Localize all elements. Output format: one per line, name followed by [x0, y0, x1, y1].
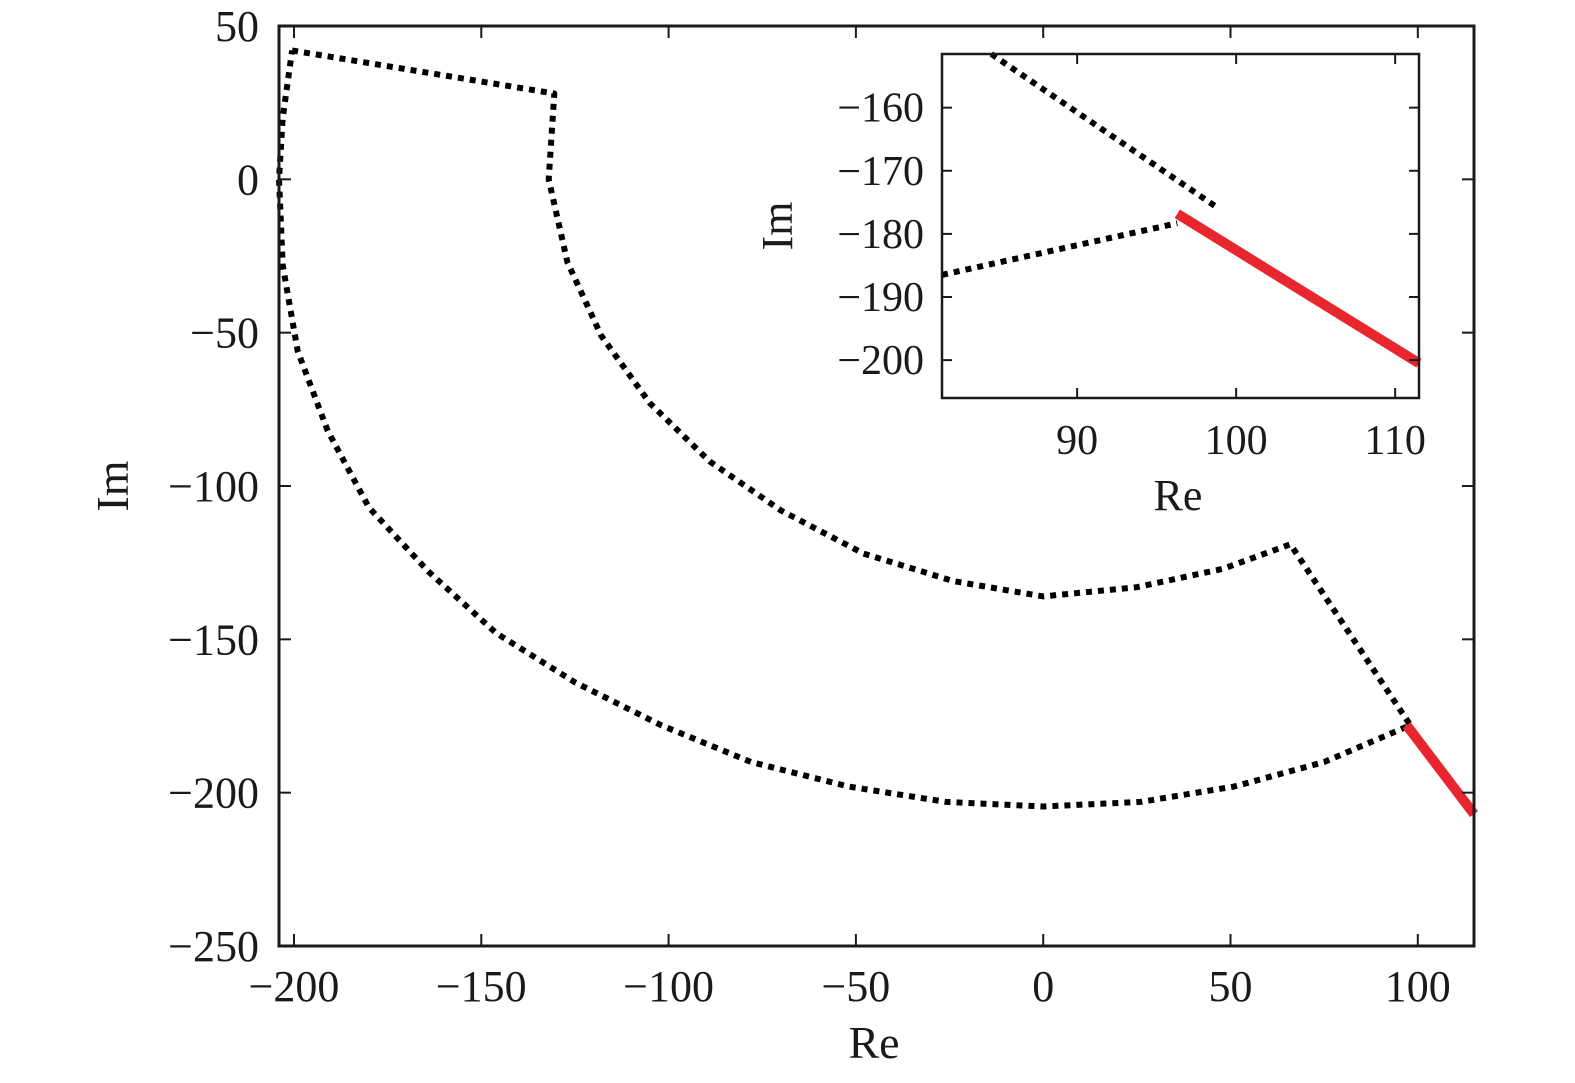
inset-x-axis-label: Re	[1154, 471, 1203, 520]
main-x-tick-label: 100	[1385, 962, 1451, 1011]
main-y-tick-label: −200	[168, 769, 259, 818]
main-y-tick-label: −150	[168, 615, 259, 664]
inset-x-tick-label: 110	[1364, 418, 1425, 464]
inset-plot-frame	[940, 52, 1421, 400]
inset-series-dotted-1	[941, 220, 1178, 278]
main-series-dotted-0	[276, 47, 1414, 810]
main-series-solid-red-1	[1402, 722, 1478, 818]
main-x-tick-label: −200	[249, 962, 340, 1011]
inset-y-tick-label: −180	[837, 212, 924, 258]
inset-background	[942, 54, 1419, 398]
main-x-tick-label: −50	[821, 962, 890, 1011]
inset-series-solid-red-2	[1174, 209, 1422, 368]
inset-x-tick-label: 100	[1205, 418, 1268, 464]
main-x-axis-label: Re	[848, 1017, 899, 1068]
main-ticks: −200 −150 −100 −50 0 50 100−250−200−150−100−50…	[168, 2, 1474, 1011]
main-x-tick-label: −100	[623, 962, 714, 1011]
main-x-tick-label: 50	[1209, 962, 1253, 1011]
inset-series-layer	[941, 51, 1422, 368]
main-y-tick-label: −250	[168, 922, 259, 971]
main-y-tick-label: 0	[237, 155, 259, 204]
inset-series-dotted-0	[989, 51, 1219, 210]
inset-y-tick-label: −160	[837, 86, 924, 132]
inset-y-tick-label: −170	[837, 149, 924, 195]
inset-ticks: 90 100 110 −160 −170 −180 −190 −200	[837, 54, 1426, 464]
inset-plot: 90 100 110 −160 −170 −180 −190 −200 Re Im	[753, 51, 1426, 520]
main-y-tick-label: −50	[190, 309, 259, 358]
main-x-tick-label: 0	[1032, 962, 1054, 1011]
inset-y-tick-label: −190	[837, 275, 924, 321]
inset-x-tick-label: 90	[1056, 418, 1098, 464]
main-x-tick-label: −150	[436, 962, 527, 1011]
main-plot: −200 −150 −100 −50 0 50 100−250−200−150−100−50…	[87, 2, 1478, 1068]
inset-y-axis-label: Im	[753, 202, 802, 251]
main-y-axis-label: Im	[87, 460, 138, 511]
inset-y-tick-label: −200	[837, 338, 924, 384]
main-y-tick-label: 50	[215, 2, 259, 51]
main-series-layer	[276, 47, 1478, 818]
main-y-tick-label: −100	[168, 462, 259, 511]
